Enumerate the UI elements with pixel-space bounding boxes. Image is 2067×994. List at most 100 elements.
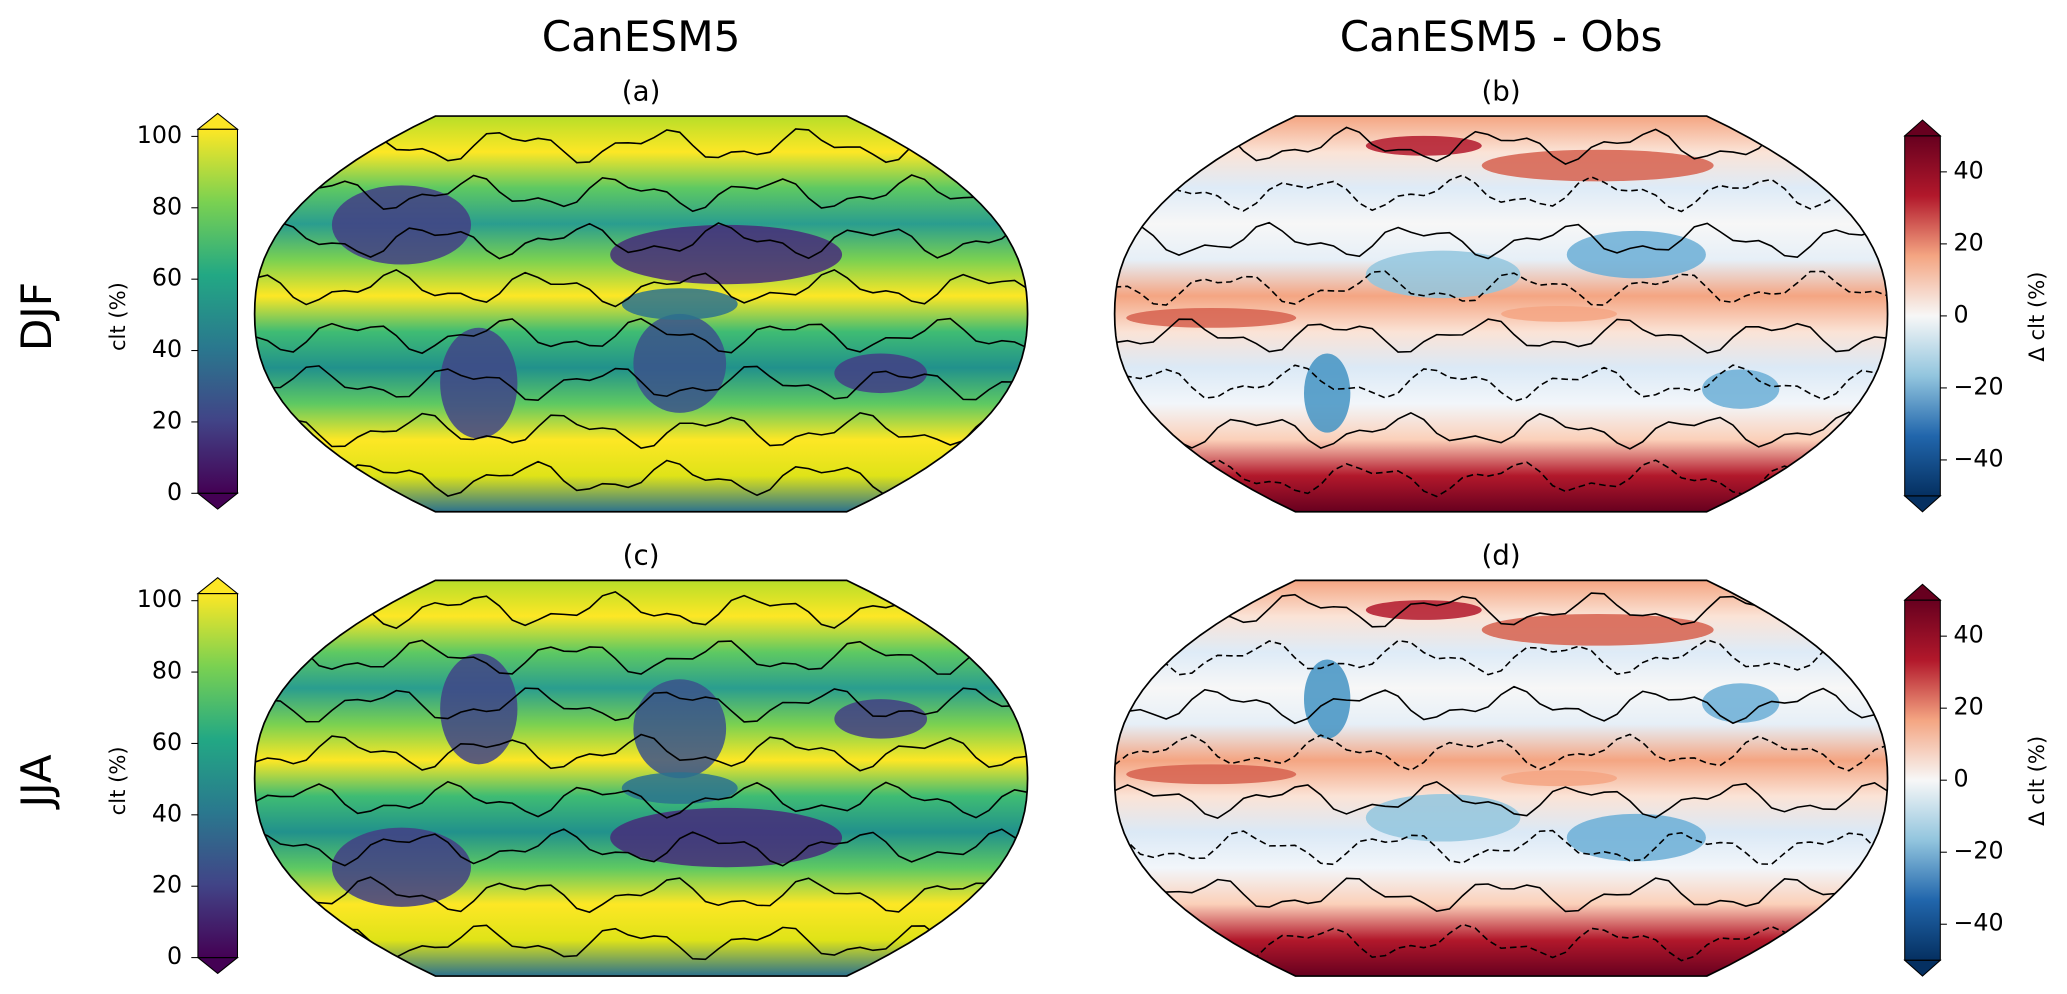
row-label: JJA bbox=[12, 754, 61, 810]
column-title: CanESM5 bbox=[542, 12, 741, 61]
row-label: DJF bbox=[12, 282, 61, 351]
colorbar-tick-label: 60 bbox=[152, 264, 182, 292]
colorbar-frame bbox=[197, 128, 239, 494]
map-region bbox=[331, 827, 472, 907]
map-outline bbox=[1113, 579, 1889, 977]
map bbox=[254, 116, 1028, 512]
map-region bbox=[621, 772, 738, 804]
map-region bbox=[1481, 149, 1714, 182]
colorbar-tick-label: 40 bbox=[1954, 156, 1984, 184]
map-region bbox=[440, 327, 518, 439]
map-region bbox=[1126, 764, 1297, 785]
contour bbox=[1114, 685, 1888, 725]
map-region bbox=[610, 807, 843, 868]
panel-label: (b) bbox=[1481, 74, 1520, 107]
colorbar-tick-label: 0 bbox=[167, 478, 182, 506]
colorbar-extend-bottom bbox=[1903, 495, 1942, 513]
map-region bbox=[610, 224, 843, 285]
colorbar-tick-label: 40 bbox=[152, 799, 182, 827]
colorbar bbox=[197, 129, 238, 494]
contour bbox=[254, 365, 1028, 401]
colorbar-label: clt (%) bbox=[105, 282, 130, 351]
colorbar-tick-label: 80 bbox=[152, 192, 182, 220]
colorbar-tick-label: −20 bbox=[1954, 837, 2004, 865]
contour bbox=[254, 639, 1028, 675]
colorbar-tick-label: 20 bbox=[152, 871, 182, 899]
colorbar-extend-top bbox=[1903, 583, 1942, 601]
colorbar-tick-label: 20 bbox=[1954, 693, 1984, 721]
map-region bbox=[1501, 306, 1618, 322]
map-region bbox=[834, 353, 928, 394]
panel-label: (c) bbox=[623, 539, 660, 572]
map-region bbox=[1501, 770, 1618, 787]
colorbar-extend-bottom bbox=[196, 957, 239, 975]
contour bbox=[254, 174, 1028, 213]
colorbar-label: Δ clt (%) bbox=[2024, 736, 2049, 826]
map-region bbox=[1566, 230, 1706, 279]
contour bbox=[1114, 174, 1888, 213]
colorbar-tick-label: 40 bbox=[1954, 621, 1984, 649]
contour bbox=[254, 221, 1028, 260]
colorbar-extend-top bbox=[196, 577, 239, 595]
contour bbox=[1114, 877, 1888, 914]
map-outline bbox=[253, 579, 1029, 977]
contour bbox=[254, 876, 1028, 914]
map-region bbox=[1481, 613, 1714, 646]
colorbar-tick-label: 0 bbox=[167, 942, 182, 970]
colorbar-extend-top bbox=[196, 112, 239, 130]
colorbar-tick-label: −20 bbox=[1954, 372, 2004, 400]
map-region bbox=[1365, 600, 1482, 620]
contour bbox=[254, 317, 1028, 355]
map-region bbox=[1566, 813, 1706, 862]
map-region bbox=[621, 288, 738, 320]
contour bbox=[254, 268, 1028, 308]
map-region bbox=[834, 699, 928, 739]
contour bbox=[1114, 781, 1888, 820]
colorbar-tick-label: 0 bbox=[1954, 765, 1969, 793]
colorbar-label: Δ clt (%) bbox=[2024, 272, 2049, 362]
contour bbox=[1114, 733, 1888, 772]
colorbar-tick-label: 40 bbox=[152, 335, 182, 363]
colorbar-tick-label: 20 bbox=[1954, 228, 1984, 256]
map bbox=[254, 580, 1028, 977]
map-region bbox=[1303, 353, 1351, 433]
map-outline bbox=[253, 115, 1029, 513]
colorbar-tick-label: 0 bbox=[1954, 300, 1969, 328]
panel-label: (d) bbox=[1481, 539, 1520, 572]
map-region bbox=[1365, 794, 1521, 842]
map bbox=[1114, 116, 1888, 512]
colorbar bbox=[1904, 600, 1941, 961]
contour bbox=[1114, 364, 1888, 403]
colorbar-extend-bottom bbox=[1903, 959, 1942, 977]
contour bbox=[254, 687, 1028, 723]
colorbar-frame bbox=[197, 593, 239, 959]
map bbox=[1114, 580, 1888, 977]
contour bbox=[1114, 221, 1888, 260]
contour bbox=[1114, 638, 1888, 676]
map-region bbox=[1702, 683, 1780, 723]
map-region bbox=[633, 679, 727, 779]
colorbar bbox=[1904, 135, 1941, 496]
map-region bbox=[1702, 369, 1780, 409]
colorbar-tick-label: 80 bbox=[152, 657, 182, 685]
map-region bbox=[1303, 659, 1351, 739]
colorbar-tick-label: 100 bbox=[137, 121, 182, 149]
column-title: CanESM5 - Obs bbox=[1340, 12, 1663, 61]
contour bbox=[1114, 318, 1888, 354]
map-outline bbox=[1113, 115, 1889, 513]
colorbar-tick-label: −40 bbox=[1954, 909, 2004, 937]
map-region bbox=[633, 313, 727, 413]
contour bbox=[1114, 829, 1888, 866]
panel-label: (a) bbox=[622, 74, 661, 107]
map-region bbox=[440, 653, 518, 765]
colorbar-extend-top bbox=[1903, 119, 1942, 137]
contour bbox=[254, 780, 1028, 819]
colorbar-label: clt (%) bbox=[105, 746, 130, 815]
map-region bbox=[1365, 250, 1521, 299]
map-region bbox=[331, 185, 472, 265]
colorbar-extend-bottom bbox=[196, 492, 239, 510]
contour bbox=[1114, 411, 1888, 450]
colorbar-tick-label: 60 bbox=[152, 728, 182, 756]
